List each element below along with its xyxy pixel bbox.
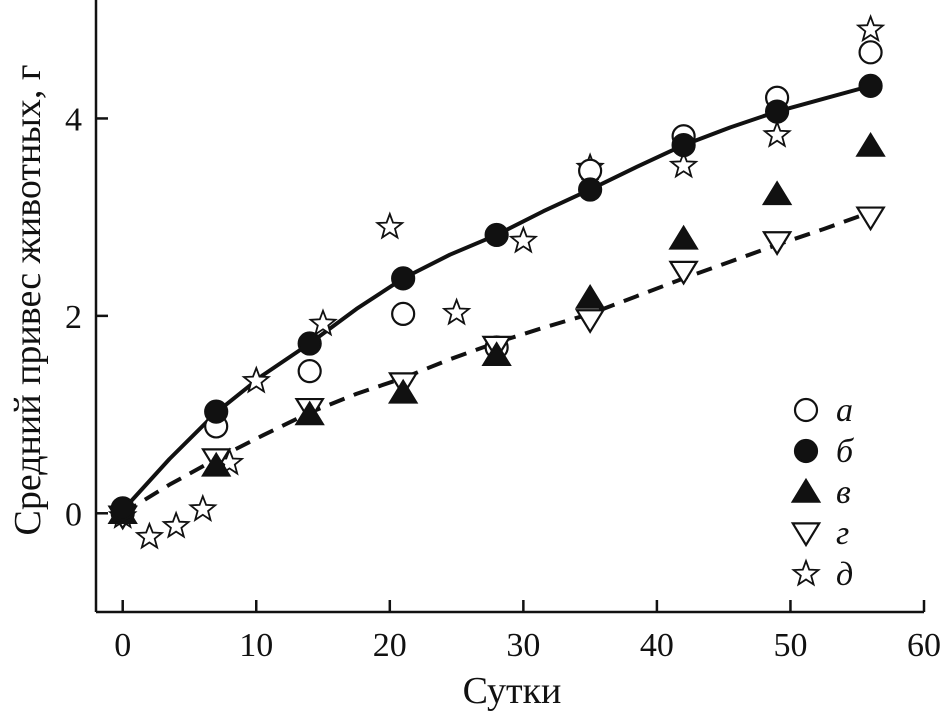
legend-marker-circle-filled — [793, 438, 819, 464]
x-tick-label: 50 — [773, 627, 807, 664]
data-point-circle-filled — [578, 177, 603, 202]
data-point-star-open — [241, 365, 272, 394]
x-tick-label: 0 — [114, 627, 131, 664]
x-tick-label: 10 — [239, 627, 273, 664]
fit-line-solid — [121, 83, 872, 512]
legend-label: в — [836, 474, 851, 511]
data-point-star-open — [374, 211, 405, 240]
data-point-circle-filled — [484, 222, 509, 248]
x-tick-label: 30 — [506, 627, 540, 664]
data-point-star-open — [762, 119, 792, 148]
data-point-circle-filled — [204, 399, 229, 424]
y-tick-label: 0 — [65, 496, 82, 533]
data-point-circle-filled — [671, 133, 696, 158]
data-points — [107, 14, 886, 550]
data-point-circle-open — [858, 40, 883, 65]
data-point-circle-open — [391, 301, 416, 326]
x-tick-label: 60 — [907, 627, 941, 664]
data-point-triangle-up-filled — [387, 378, 419, 404]
axes — [94, 0, 924, 614]
x-tick-label: 20 — [373, 627, 407, 664]
data-point-triangle-up-filled — [761, 180, 793, 206]
legend-marker-triangle-down-open — [790, 522, 822, 548]
legend-marker-circle-open — [793, 397, 819, 423]
data-point-circle-filled — [110, 496, 135, 521]
legend-label: б — [836, 433, 855, 470]
data-point-circle-filled — [297, 331, 322, 356]
y-tick-label: 2 — [65, 299, 82, 336]
data-point-circle-filled — [858, 73, 883, 98]
data-point-triangle-down-open — [668, 260, 699, 286]
legend-marker-triangle-up-filled — [790, 477, 822, 503]
fit-lines — [121, 83, 872, 515]
data-point-triangle-down-open — [761, 231, 793, 256]
data-point-star-open — [134, 521, 165, 550]
x-tick-label: 40 — [640, 627, 674, 664]
legend-label: г — [836, 515, 849, 552]
data-point-circle-filled — [764, 99, 790, 124]
legend-label: д — [836, 556, 853, 593]
fit-line-dashed — [121, 210, 872, 515]
data-point-triangle-up-filled — [201, 451, 232, 477]
data-point-star-open — [308, 308, 338, 337]
data-point-star-open — [161, 510, 191, 539]
data-point-star-open — [188, 493, 218, 522]
data-point-circle-open — [297, 359, 322, 384]
data-point-star-open — [441, 297, 472, 326]
x-axis-title: Сутки — [463, 670, 562, 712]
legend-marker-star-open — [791, 558, 821, 587]
data-point-circle-filled — [391, 266, 416, 291]
data-point-triangle-down-open — [574, 309, 606, 334]
legend-label: а — [836, 392, 853, 429]
ticks: 0 10 20 30 40 50 60 0 2 4 — [65, 101, 941, 664]
data-point-triangle-down-open — [855, 206, 886, 232]
data-point-triangle-up-filled — [855, 131, 886, 157]
data-point-star-open — [668, 150, 699, 179]
data-point-triangle-up-filled — [481, 341, 512, 367]
data-point-star-open — [508, 225, 539, 254]
y-tick-label: 4 — [65, 101, 82, 138]
data-point-triangle-up-filled — [294, 400, 325, 426]
data-point-triangle-up-filled — [668, 224, 699, 250]
data-point-triangle-up-filled — [574, 283, 606, 309]
data-point-star-open — [855, 14, 886, 43]
y-axis-title: Средний привес животных, г — [7, 65, 49, 536]
